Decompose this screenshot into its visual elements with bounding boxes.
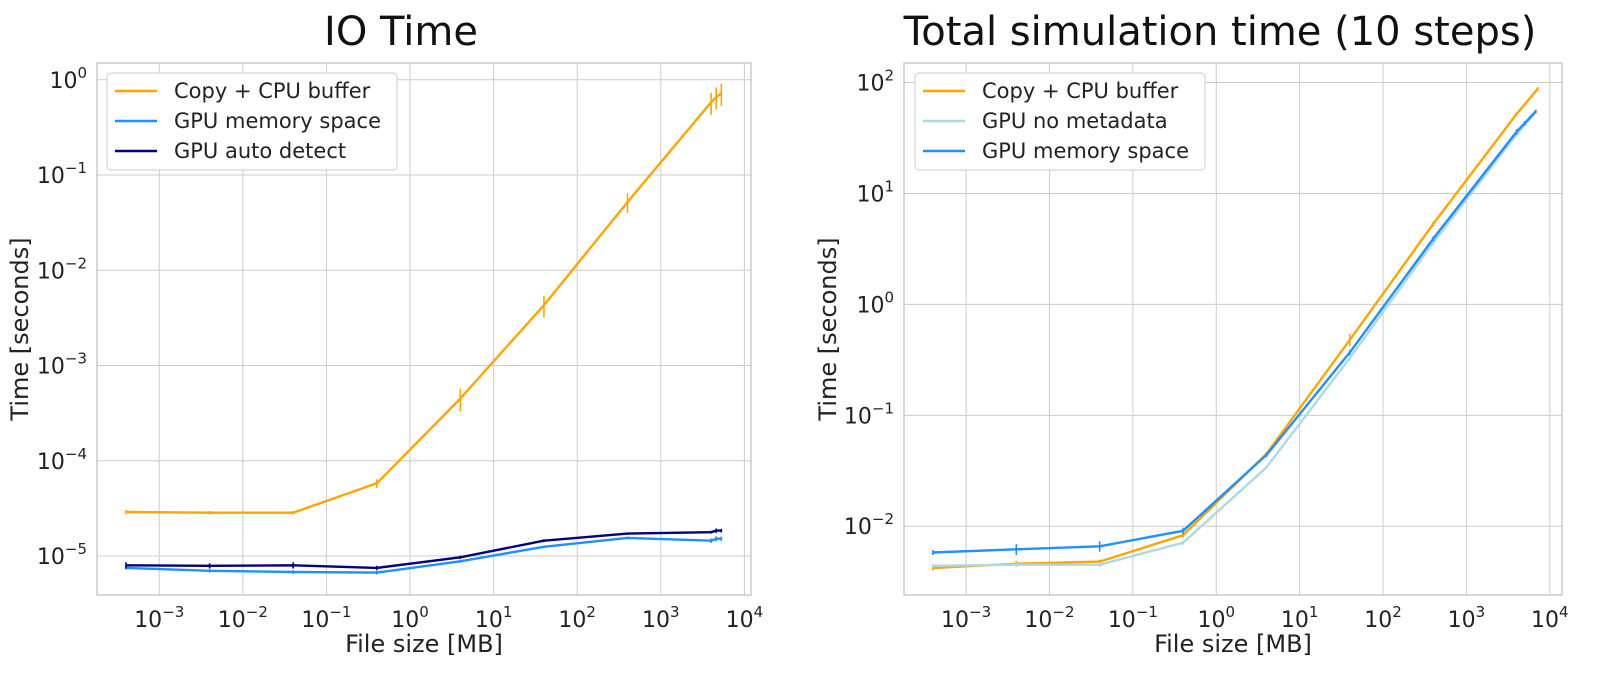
y-tick-label: 102 [856, 67, 894, 97]
legend: Copy + CPU buffer GPU no metadata GPU memo… [914, 72, 1206, 171]
y-tick-label: 10−5 [37, 540, 87, 570]
series-line-copy-cpu-buffer [125, 92, 722, 514]
y-tick-label: 10−4 [37, 445, 87, 475]
plot-frame [903, 62, 1563, 596]
x-tick-label: 10−1 [1108, 603, 1158, 633]
y-tick-label: 10−1 [37, 159, 87, 189]
y-tick-label: 10−1 [844, 399, 894, 429]
y-tick-label: 10−2 [37, 254, 87, 284]
series-line-gpu-no-metadata [932, 111, 1537, 567]
x-tick-label: 100 [1197, 603, 1235, 633]
x-tick-label: 103 [642, 603, 680, 633]
chart-title: IO Time [324, 9, 478, 55]
chart-title: Total simulation time (10 steps) [903, 9, 1537, 55]
series-line-gpu-memory-space [932, 110, 1537, 554]
x-tick-label: 10−3 [941, 603, 991, 633]
y-axis-label: Time [seconds] [6, 237, 34, 421]
io-time-chart: 10−3 10−2 10−1 100 101 102 103 104 10−5 10−4 10−3 1… [6, 9, 763, 658]
x-tick-label: 10−1 [301, 603, 351, 633]
y-tick-label: 100 [856, 288, 894, 318]
legend-label: GPU memory space [982, 139, 1189, 163]
y-tick-label: 100 [49, 64, 87, 94]
x-tick-label: 10−3 [134, 603, 184, 633]
series-line-gpu-memory-space [125, 536, 722, 574]
legend-label: GPU no metadata [982, 109, 1168, 133]
legend-label: GPU memory space [174, 109, 381, 133]
x-axis-label: File size [MB] [1154, 630, 1312, 658]
x-tick-label: 100 [391, 603, 429, 633]
plot-frame [96, 62, 752, 596]
legend-label: GPU auto detect [174, 139, 346, 163]
x-tick-label: 103 [1448, 603, 1486, 633]
legend-label: Copy + CPU buffer [982, 79, 1179, 103]
x-tick-label: 104 [726, 603, 764, 633]
y-axis-label: Time [seconds] [814, 237, 842, 421]
legend-label: Copy + CPU buffer [174, 79, 371, 103]
x-tick-label: 102 [558, 603, 596, 633]
x-tick-label: 104 [1531, 603, 1569, 633]
series-line-gpu-auto-detect [125, 529, 722, 570]
legend: Copy + CPU buffer GPU memory space GPU aut… [106, 72, 398, 171]
x-tick-label: 101 [1281, 603, 1319, 633]
legend-box [914, 72, 1206, 171]
y-tick-label: 10−3 [37, 350, 87, 380]
y-tick-label: 101 [856, 177, 894, 207]
legend-box [106, 72, 398, 171]
y-tick-label: 10−2 [844, 510, 894, 540]
x-axis-label: File size [MB] [345, 630, 503, 658]
total-simulation-time-chart: 10−3 10−2 10−1 100 101 102 103 104 10−2 10−1 100 10… [814, 9, 1569, 658]
x-tick-label: 102 [1364, 603, 1402, 633]
x-tick-label: 10−2 [218, 603, 268, 633]
x-tick-label: 101 [475, 603, 513, 633]
x-tick-label: 10−2 [1024, 603, 1074, 633]
